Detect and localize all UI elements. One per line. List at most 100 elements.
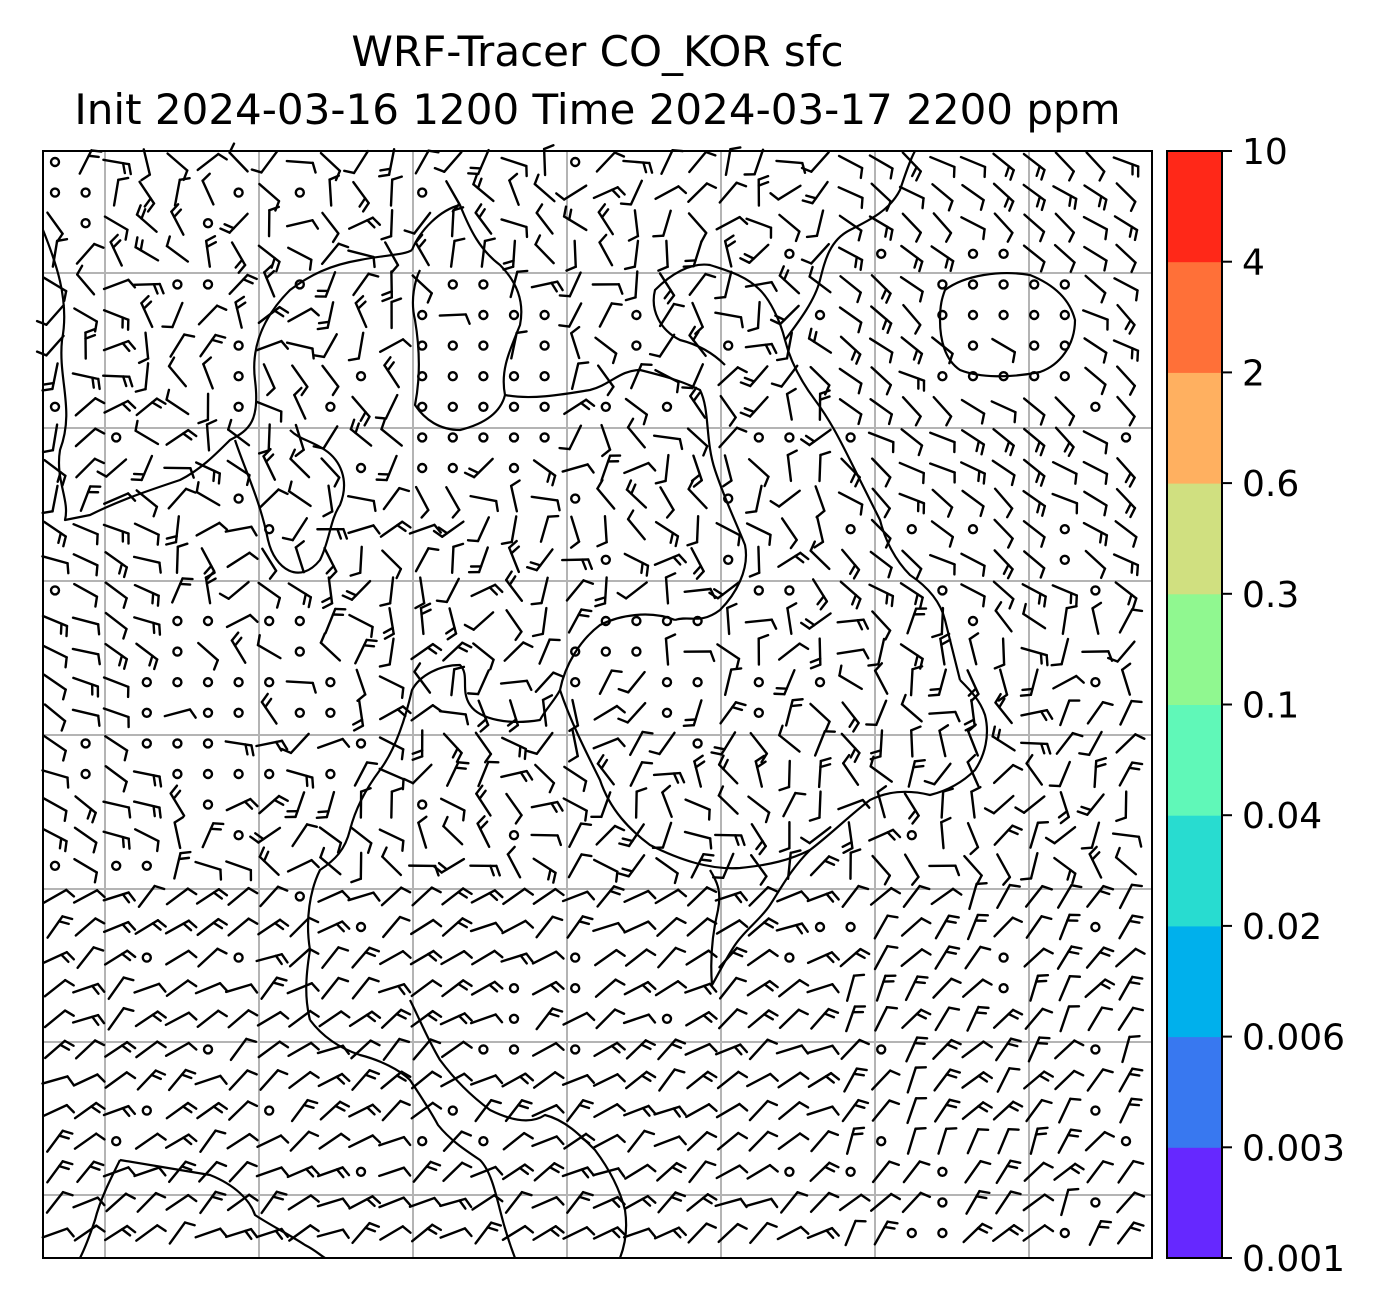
wind-barb	[133, 616, 162, 636]
wind-barb	[991, 459, 1016, 487]
wind-barb	[991, 1224, 1024, 1242]
wind-barb	[195, 521, 229, 537]
wind-barb	[1087, 1006, 1114, 1032]
wind-barb	[234, 295, 247, 329]
wind-barb	[748, 545, 761, 578]
wind-barb	[255, 400, 283, 423]
wind-barb	[1025, 1098, 1053, 1123]
coastline-central	[504, 368, 748, 622]
wind-barb	[901, 151, 922, 182]
calm-wind-circle	[294, 646, 305, 657]
calm-wind-circle	[478, 401, 489, 412]
wind-barb	[104, 1040, 137, 1058]
wind-barb	[595, 1008, 626, 1030]
wind-barb	[41, 769, 70, 789]
wind-barb	[348, 1103, 382, 1118]
wind-barb	[470, 889, 504, 904]
wind-barb	[230, 631, 247, 664]
wind-barb	[104, 551, 129, 579]
wind-barb	[379, 1225, 412, 1241]
wind-barb	[933, 1068, 961, 1092]
wind-barb	[899, 582, 924, 609]
wind-barb	[225, 860, 253, 882]
wind-barb	[724, 146, 742, 177]
calm-wind-circle	[631, 646, 642, 657]
wind-barb	[542, 144, 555, 177]
wind-barb	[321, 211, 340, 244]
wind-barb	[818, 389, 831, 421]
wind-barb	[648, 333, 676, 358]
wind-barb	[1025, 753, 1043, 786]
wind-barb	[532, 887, 565, 905]
wind-barb	[716, 1070, 749, 1090]
wind-barb	[565, 239, 577, 272]
wind-barb	[1025, 915, 1053, 939]
wind-barb	[1086, 1068, 1114, 1092]
wind-barb	[961, 978, 993, 998]
calm-wind-circle	[661, 615, 673, 627]
wind-barb	[504, 1190, 533, 1214]
wind-barb	[901, 212, 922, 243]
wind-barb	[351, 395, 371, 427]
wind-barb	[171, 577, 194, 604]
wind-barb	[867, 637, 886, 667]
wind-barb	[664, 633, 677, 666]
wind-barb	[653, 1105, 687, 1118]
calm-wind-circle	[325, 401, 336, 412]
wind-barb	[500, 156, 528, 178]
wind-barb	[561, 1166, 595, 1179]
wind-barb	[983, 794, 1015, 815]
wind-barb	[590, 791, 612, 819]
wind-barb	[992, 427, 1015, 457]
wind-barb	[836, 618, 870, 631]
wind-barb	[173, 815, 185, 850]
wind-barb	[289, 1130, 320, 1152]
calm-wind-circle	[294, 615, 305, 627]
wind-barb	[876, 785, 888, 819]
calm-wind-circle	[906, 1227, 917, 1239]
wind-barb	[993, 212, 1014, 243]
wind-barb	[509, 269, 529, 299]
calm-wind-circle	[1090, 401, 1101, 412]
wind-barb	[592, 737, 626, 750]
wind-barb	[43, 1009, 75, 1029]
wind-barb	[135, 1224, 167, 1242]
wind-barb	[566, 1099, 594, 1123]
calm-wind-circle	[417, 309, 428, 321]
wind-barb	[438, 313, 471, 325]
wind-barb	[381, 549, 403, 580]
wind-barb	[285, 341, 315, 360]
wind-barb	[324, 607, 347, 635]
wind-barb	[502, 887, 535, 906]
wind-barb	[993, 916, 1023, 938]
wind-barb	[501, 1224, 535, 1242]
wind-barb	[782, 791, 807, 818]
wind-barb	[750, 823, 767, 856]
wind-barb	[754, 754, 767, 788]
wind-barb	[257, 305, 290, 325]
wind-barb	[818, 450, 832, 483]
wind-barb	[294, 423, 305, 458]
calm-wind-circle	[508, 432, 520, 443]
wind-barb	[778, 265, 801, 295]
wind-barb	[43, 734, 67, 762]
wind-barb	[260, 1190, 288, 1215]
wind-barb	[1020, 741, 1052, 755]
calm-wind-circle	[233, 401, 244, 412]
wind-barb	[592, 1167, 626, 1178]
wind-barb	[72, 982, 106, 995]
calm-wind-circle	[141, 1105, 153, 1116]
wind-barb	[566, 915, 594, 939]
wind-barb	[410, 918, 443, 936]
wind-barb	[539, 514, 560, 543]
wind-barb	[312, 333, 338, 359]
wind-barb	[74, 917, 106, 937]
wind-barb	[939, 632, 952, 666]
wind-barb	[380, 1008, 412, 1029]
wind-barb	[73, 1101, 106, 1120]
calm-wind-circle	[1059, 554, 1071, 565]
wind-barb	[623, 980, 657, 996]
wind-barb	[686, 427, 709, 457]
wind-barb	[923, 762, 952, 786]
wind-barb	[1019, 851, 1039, 881]
